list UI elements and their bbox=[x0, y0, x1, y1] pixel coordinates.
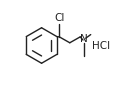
Text: Cl: Cl bbox=[54, 13, 64, 23]
Text: N: N bbox=[80, 34, 88, 44]
Text: HCl: HCl bbox=[92, 41, 110, 51]
